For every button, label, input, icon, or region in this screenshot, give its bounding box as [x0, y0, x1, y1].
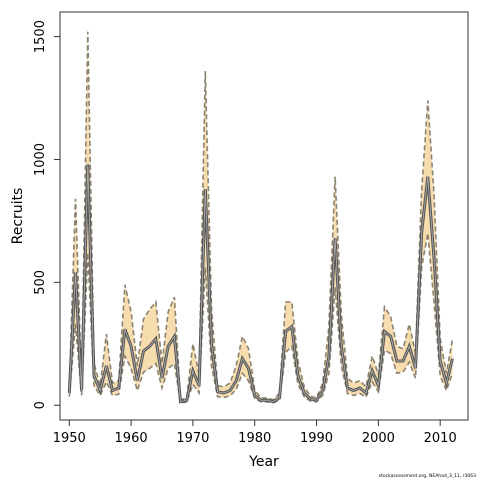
x-tick-label: 2000 — [362, 431, 395, 446]
x-tick-label: 2010 — [424, 431, 457, 446]
plot-frame — [59, 11, 469, 421]
y-tick-label: 1500 — [33, 20, 48, 53]
confidence-band-layer — [69, 31, 453, 403]
x-tick-label: 1970 — [176, 431, 209, 446]
credit-text: stockassessment.org, NEAhad_3_11, r3063 — [379, 473, 476, 479]
confidence-band — [69, 31, 453, 403]
y-tick-label: 1000 — [33, 143, 48, 176]
x-tick-label: 1990 — [300, 431, 333, 446]
x-axis: 1950 1960 1970 1980 1990 2000 2010 — [53, 420, 457, 446]
y-axis-title: Recruits — [10, 188, 26, 245]
y-tick-label: 500 — [33, 270, 48, 295]
y-tick-label: 0 — [33, 401, 48, 409]
x-tick-label: 1980 — [238, 431, 271, 446]
upper-bound-line — [68, 31, 454, 401]
x-tick-label: 1960 — [115, 431, 148, 446]
x-tick-label: 1950 — [53, 431, 86, 446]
x-axis-title: Year — [248, 454, 279, 470]
estimate-line-highlight — [68, 164, 453, 403]
series-layer — [67, 31, 454, 404]
y-axis: 0 500 1000 1500 — [33, 20, 60, 409]
